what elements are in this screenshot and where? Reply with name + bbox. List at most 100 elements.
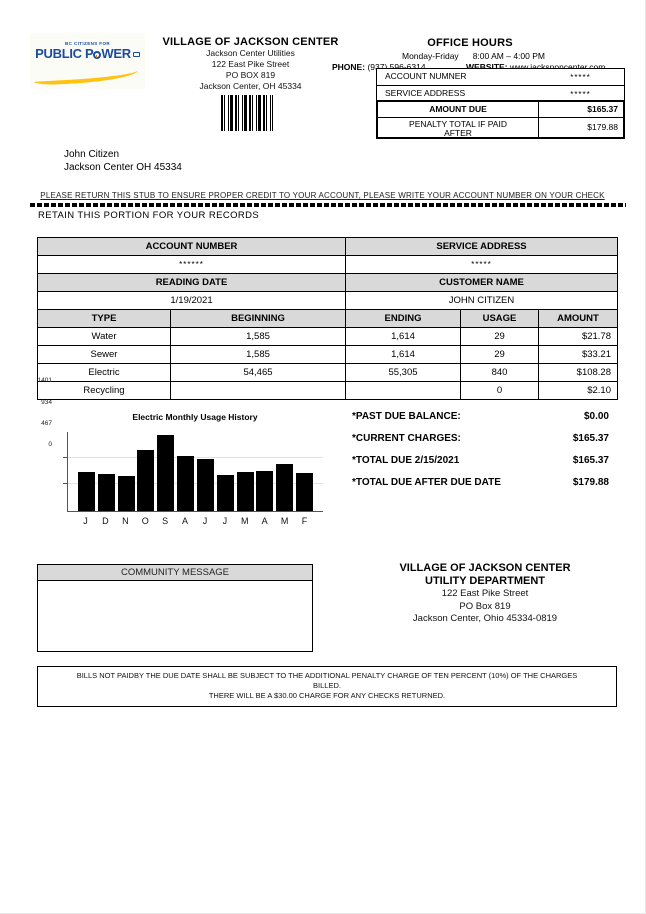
type-cell: Sewer [37, 345, 171, 364]
total-due-row: *TOTAL DUE 2/15/2021 $165.37 [352, 455, 609, 470]
charges-summary: *PAST DUE BALANCE: $0.00 *CURRENT CHARGE… [352, 411, 609, 499]
customer-name-header: CUSTOMER NAME [345, 273, 618, 292]
remit-address-block: VILLAGE OF JACKSON CENTER UTILITY DEPART… [360, 562, 610, 626]
logo-brand-text-left: PUBLIC P [35, 46, 94, 61]
office-hours-title: OFFICE HOURS [427, 37, 513, 49]
total-after-due-label: *TOTAL DUE AFTER DUE DATE [352, 477, 501, 488]
amount-due-label: AMOUNT DUE [429, 104, 487, 114]
chart-x-label: A [261, 516, 268, 526]
past-due-row: *PAST DUE BALANCE: $0.00 [352, 411, 609, 426]
current-charges-value: $165.37 [572, 433, 609, 444]
chart-bar [97, 474, 115, 511]
chart-bar [78, 471, 95, 511]
recipient-address: Jackson Center OH 45334 [64, 162, 182, 173]
past-due-label: *PAST DUE BALANCE: [352, 411, 461, 422]
website-line: WEBSITE: www.jacksponcenter.com [466, 62, 605, 72]
org-street: 122 East Pike Street [211, 59, 290, 69]
usage-header-row: TYPE BEGINNING ENDING USAGE AMOUNT [37, 309, 618, 328]
chart-y-tick: 1401 [37, 377, 52, 384]
perforation-line [30, 203, 626, 207]
chart-x-label: D [102, 516, 109, 526]
barcode [221, 95, 273, 131]
plug-icon [132, 52, 140, 57]
beginning-cell: 1,585 [170, 327, 346, 346]
service-address-header: SERVICE ADDRESS [345, 237, 618, 256]
type-header: TYPE [37, 309, 171, 328]
chart-bar [157, 434, 175, 511]
chart-y-tick: 934 [41, 399, 52, 406]
ending-cell [345, 381, 461, 400]
usage-cell: 840 [460, 363, 539, 382]
chart-bar [117, 476, 135, 511]
chart-bar [256, 471, 274, 511]
chart-bar [295, 472, 313, 511]
chart-x-label: S [162, 516, 169, 526]
ending-cell: 1,614 [345, 327, 461, 346]
service-address-row: SERVICE ADDRESS ***** [377, 85, 624, 101]
chart-y-tick: 467 [41, 420, 52, 427]
chart-x-label: N [122, 516, 129, 526]
account-number-label: ACCOUNT NUMNER [385, 71, 467, 81]
chart-gridline [68, 483, 323, 484]
beginning-cell [170, 381, 346, 400]
beginning-header: BEGINNING [170, 309, 346, 328]
record-header-row-1: ACCOUNT NUMBER SERVICE ADDRESS [37, 237, 618, 256]
penalty-total-value: $179.88 [538, 118, 623, 137]
amount-cell: $108.28 [538, 363, 618, 382]
records-table: ACCOUNT NUMBER SERVICE ADDRESS ****** **… [37, 237, 618, 400]
stub-return-notice: PLEASE RETURN THIS STUB TO ENSURE PROPER… [40, 191, 605, 200]
type-cell: Water [37, 327, 171, 346]
community-message-box: COMMUNITY MESSAGE [37, 564, 313, 652]
usage-row-recycling: Recycling 0 $2.10 [37, 381, 618, 400]
chart-bar [137, 449, 155, 511]
record-value-row-2: 1/19/2021 JOHN CITIZEN [37, 291, 618, 310]
chart-x-label: O [141, 516, 149, 526]
office-hours-line: Monday-Friday 8:00 AM – 4:00 PM [402, 51, 545, 61]
account-number-row: ACCOUNT NUMNER ***** [377, 69, 624, 85]
org-city: Jackson Center, OH 45334 [199, 81, 302, 91]
amount-cell: $2.10 [538, 381, 618, 400]
chart-x-label: J [83, 516, 88, 526]
reading-date-cell: 1/19/2021 [37, 291, 346, 310]
amount-due-value: $165.37 [538, 102, 623, 117]
chart-x-label: J [202, 516, 208, 526]
amount-cell: $21.78 [538, 327, 618, 346]
website-url: www.jacksponcenter.com [509, 62, 606, 72]
ending-cell: 55,305 [345, 363, 461, 382]
amount-cell: $33.21 [538, 345, 618, 364]
chart-y-tickmark [63, 483, 68, 484]
retain-notice: RETAIN THIS PORTION FOR YOUR RECORDS [38, 210, 260, 221]
chart-x-label: M [241, 516, 249, 526]
chart-bar [177, 456, 195, 511]
penalty-total-label: PENALTY TOTAL IF PAID AFTER [409, 119, 507, 138]
usage-row-electric: Electric 54,465 55,305 840 $108.28 [37, 363, 618, 382]
chart-bar [216, 474, 234, 511]
lightbulb-icon [93, 51, 102, 59]
bill-header: VILLAGE OF JACKSON CENTER Jackson Center… [148, 36, 353, 92]
penalty-notice-line2: THERE WILL BE A $30.00 CHARGE FOR ANY CH… [208, 691, 446, 700]
usage-cell: 29 [460, 345, 539, 364]
account-number-cell: ****** [37, 255, 346, 274]
amount-due-section: AMOUNT DUE $165.37 PENALTY TOTAL IF PAID… [376, 100, 625, 139]
chart-title: Electric Monthly Usage History [132, 412, 258, 422]
account-summary-box: ACCOUNT NUMNER ***** SERVICE ADDRESS ***… [376, 68, 625, 139]
type-cell: Electric [37, 363, 171, 382]
usage-header: USAGE [460, 309, 539, 328]
community-message-header: COMMUNITY MESSAGE [38, 565, 312, 581]
phone-number: (937) 596-6314 [367, 62, 426, 72]
beginning-cell: 1,585 [170, 345, 346, 364]
chart-bar [196, 459, 214, 511]
service-address-value: ***** [570, 90, 591, 99]
recipient-name: John Citizen [64, 149, 120, 160]
logo-tagline: BC CITIZENS FOR [65, 41, 110, 46]
beginning-cell: 54,465 [170, 363, 346, 382]
chart-x-label: M [280, 516, 289, 526]
website-label: WEBSITE: [466, 62, 508, 72]
chart-gridline [68, 457, 323, 458]
chart-x-label: A [182, 516, 189, 526]
org-po-box: PO BOX 819 [225, 70, 276, 80]
chart-bars [68, 432, 323, 511]
remit-org: VILLAGE OF JACKSON CENTER [399, 562, 571, 574]
total-due-value: $165.37 [572, 455, 609, 466]
